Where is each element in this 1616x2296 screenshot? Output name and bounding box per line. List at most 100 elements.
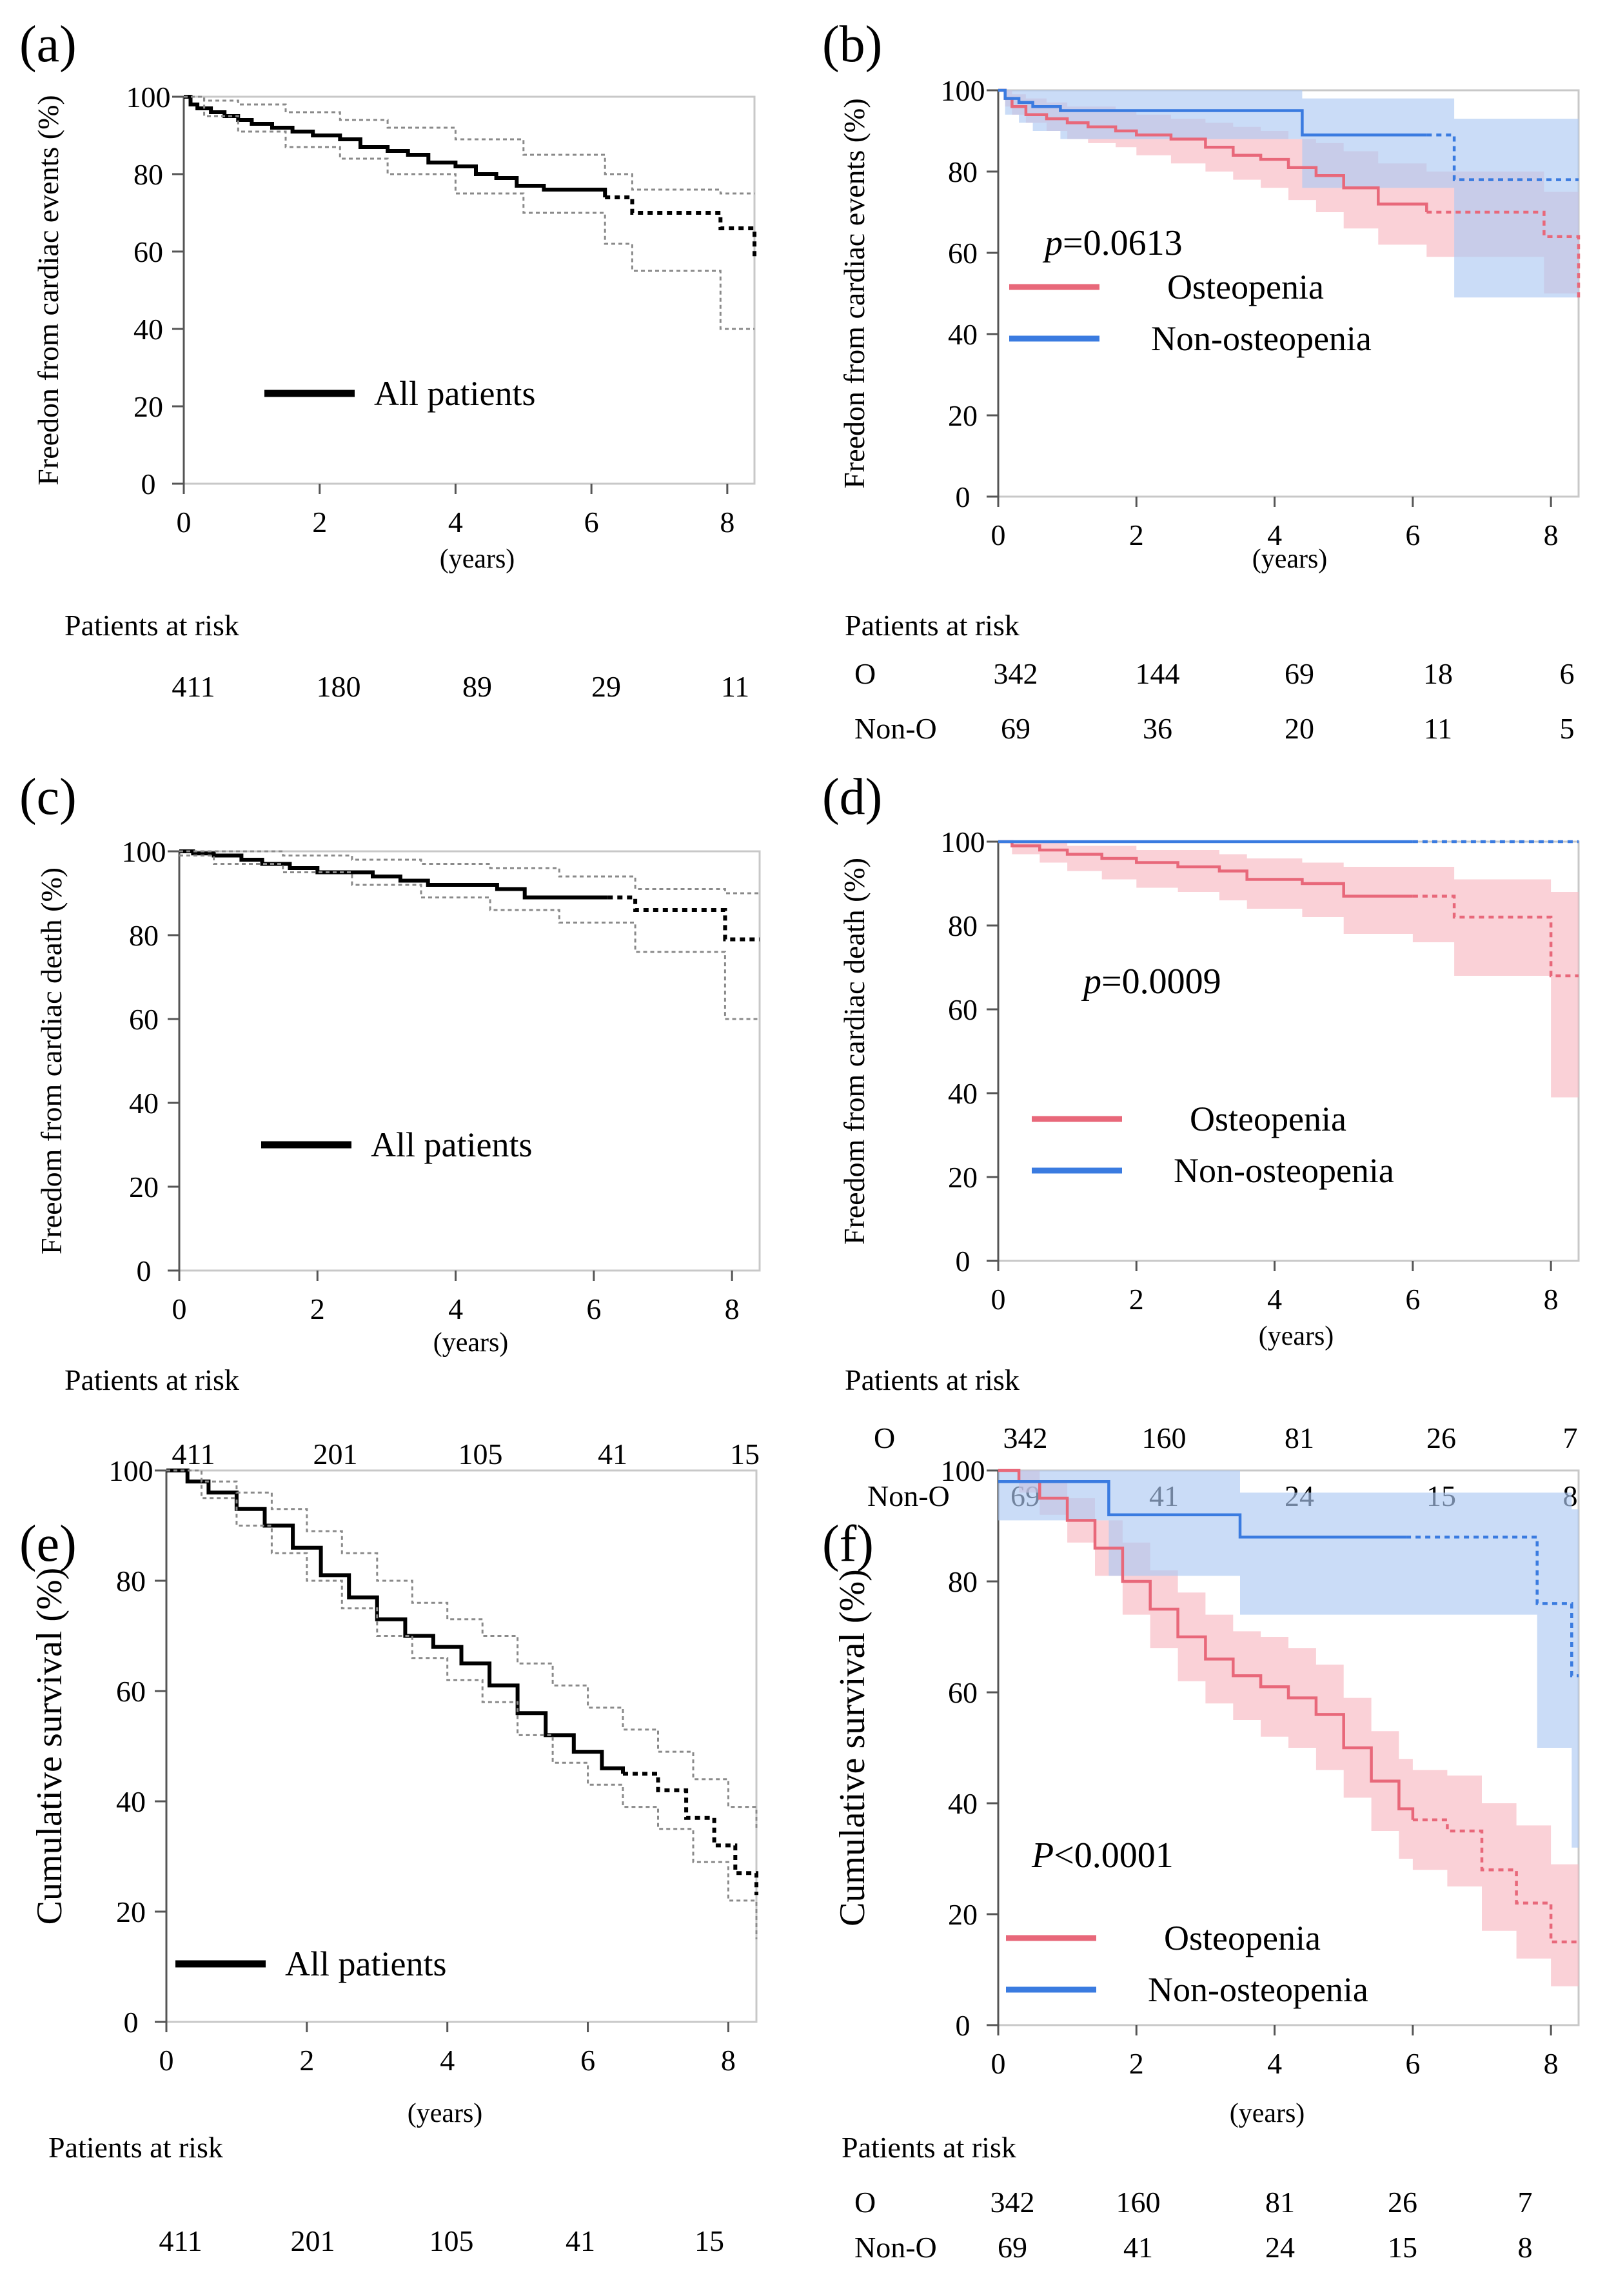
panel-label-e: (e): [19, 1516, 77, 1572]
panel-e: (e) 0 20 40 60 80 100 0 2 4 6 8 (years) Cumulative su…: [19, 1454, 758, 2257]
y-tick-label-f-100: 100: [941, 1454, 985, 1487]
risk-value-a-0-1: 180: [317, 670, 361, 703]
km-curve-d-osteopenia: [998, 840, 1413, 898]
y-tick-label-d-0: 0: [956, 1245, 971, 1278]
x-axis-label-a: (years): [440, 544, 515, 574]
legend-label-f-non-osteopenia: Non-osteopenia: [1148, 1970, 1368, 2009]
y-tick-label-f-20: 20: [948, 1898, 978, 1931]
plot-frame-a: [182, 95, 756, 485]
x-tick-label-a-8: 8: [720, 506, 734, 539]
y-tick-label-b-100: 100: [941, 74, 985, 107]
risk-value-f-1-2: 24: [1265, 2231, 1295, 2264]
p-value-f: P<0.0001: [1031, 1836, 1174, 1875]
risk-header-f: Patients at risk: [842, 2131, 1016, 2164]
legend-label-d-non-osteopenia: Non-osteopenia: [1174, 1151, 1394, 1190]
panel-label-d: (d): [822, 769, 882, 826]
ci-band-b-non-osteopenia: [998, 90, 1579, 298]
panel-label-c: (c): [19, 769, 77, 826]
y-tick-label-c-20: 20: [129, 1171, 159, 1203]
x-tick-label-f-6: 6: [1405, 2047, 1420, 2080]
y-tick-label-b-20: 20: [948, 399, 978, 432]
legend-label-b-non-osteopenia: Non-osteopenia: [1151, 319, 1372, 358]
y-tick-label-b-40: 40: [948, 318, 978, 351]
legend-label-b-osteopenia: Osteopenia: [1167, 268, 1324, 306]
x-tick-label-b-8: 8: [1544, 519, 1559, 551]
km-curve-censored-f-non-osteopenia: [1406, 1535, 1579, 1677]
km-curve-e-all-patients: [166, 1469, 625, 1774]
risk-value-d-0-2: 81: [1285, 1421, 1314, 1454]
risk-value-a-0-4: 11: [721, 670, 749, 703]
y-tick-label-f-80: 80: [948, 1565, 978, 1598]
y-tick-label-c-60: 60: [129, 1003, 159, 1036]
p-value-b: p=0.0613: [1042, 223, 1183, 263]
x-tick-label-d-8: 8: [1544, 1283, 1559, 1316]
risk-value-f-1-1: 41: [1123, 2231, 1153, 2264]
ci-line-a-lower: [184, 95, 754, 330]
y-tick-label-e-20: 20: [116, 1895, 146, 1928]
risk-value-b-0-2: 69: [1285, 657, 1314, 690]
x-axis-label-b: (years): [1252, 544, 1328, 574]
risk-row-label-d-1: Non-O: [867, 1480, 950, 1512]
risk-value-b-0-0: 342: [994, 657, 1038, 690]
y-tick-label-b-60: 60: [948, 237, 978, 270]
risk-value-b-1-2: 20: [1285, 712, 1314, 745]
risk-value-b-1-4: 5: [1560, 712, 1575, 745]
risk-value-f-1-3: 15: [1388, 2231, 1417, 2264]
y-axis-label-a: Freedon from cardiac events (%): [32, 95, 64, 485]
y-axis-label-d: Freedom from cardiac death (%): [838, 858, 871, 1245]
risk-row-label-f-1: Non-O: [854, 2231, 937, 2264]
y-tick-label-d-80: 80: [948, 909, 978, 942]
km-curve-censored-b-osteopenia: [1426, 210, 1581, 302]
x-axis-label-d: (years): [1259, 1321, 1334, 1351]
plot-frame-e: [165, 1469, 758, 2023]
ci-band-f-osteopenia: [998, 1470, 1579, 1986]
ci-line-a-upper: [184, 95, 754, 195]
y-tick-label-a-20: 20: [133, 390, 163, 423]
x-tick-label-e-4: 4: [440, 2044, 455, 2077]
x-tick-label-a-6: 6: [584, 506, 599, 539]
y-tick-label-e-60: 60: [116, 1675, 146, 1708]
y-tick-label-c-0: 0: [137, 1254, 152, 1287]
x-tick-label-f-8: 8: [1544, 2047, 1559, 2080]
ci-line-e-upper: [166, 1469, 758, 1829]
x-tick-label-c-6: 6: [586, 1292, 601, 1325]
x-tick-label-c-0: 0: [172, 1292, 187, 1325]
y-axis-label-f: Cumulative survival (%): [833, 1569, 872, 1926]
x-tick-label-f-0: 0: [991, 2047, 1006, 2080]
risk-value-e-0-0: 411: [159, 2224, 202, 2257]
ci-band-d-osteopenia: [998, 842, 1579, 1098]
risk-row-label-f-0: O: [854, 2186, 876, 2219]
y-axis-label-b: Freedon from cardiac events (%): [838, 98, 871, 488]
risk-value-f-0-0: 342: [990, 2186, 1035, 2219]
x-tick-label-d-0: 0: [991, 1283, 1006, 1316]
risk-value-d-0-4: 7: [1563, 1421, 1578, 1454]
risk-value-f-1-4: 8: [1518, 2231, 1533, 2264]
y-tick-label-e-100: 100: [109, 1454, 153, 1487]
x-axis-label-e: (years): [408, 2099, 483, 2128]
y-tick-label-f-40: 40: [948, 1787, 978, 1820]
risk-value-e-0-3: 41: [566, 2224, 595, 2257]
x-tick-label-a-4: 4: [448, 506, 463, 539]
x-tick-label-e-0: 0: [159, 2044, 174, 2077]
risk-value-d-0-1: 160: [1142, 1421, 1187, 1454]
risk-value-b-0-4: 6: [1560, 657, 1575, 690]
y-tick-label-a-0: 0: [141, 468, 156, 500]
risk-value-c-0-2: 105: [458, 1438, 503, 1470]
x-tick-label-e-6: 6: [580, 2044, 595, 2077]
risk-value-f-0-2: 81: [1265, 2186, 1295, 2219]
legend-label-f-osteopenia: Osteopenia: [1164, 1919, 1321, 1957]
risk-value-d-0-3: 26: [1426, 1421, 1456, 1454]
legend-label-d-osteopenia: Osteopenia: [1190, 1100, 1346, 1138]
y-axis-label-e: Cumulative survival (%): [30, 1568, 70, 1925]
y-tick-label-d-100: 100: [941, 826, 985, 858]
risk-value-b-1-3: 11: [1424, 712, 1452, 745]
legend-label-c: All patients: [371, 1125, 532, 1164]
legend-label-a: All patients: [374, 374, 535, 413]
y-tick-label-d-60: 60: [948, 993, 978, 1026]
x-tick-label-f-2: 2: [1129, 2047, 1144, 2080]
y-axis-label-c: Freedom from cardiac death (%): [35, 867, 68, 1254]
ci-line-c-lower: [179, 855, 760, 1020]
panel-label-f: (f): [822, 1516, 874, 1572]
